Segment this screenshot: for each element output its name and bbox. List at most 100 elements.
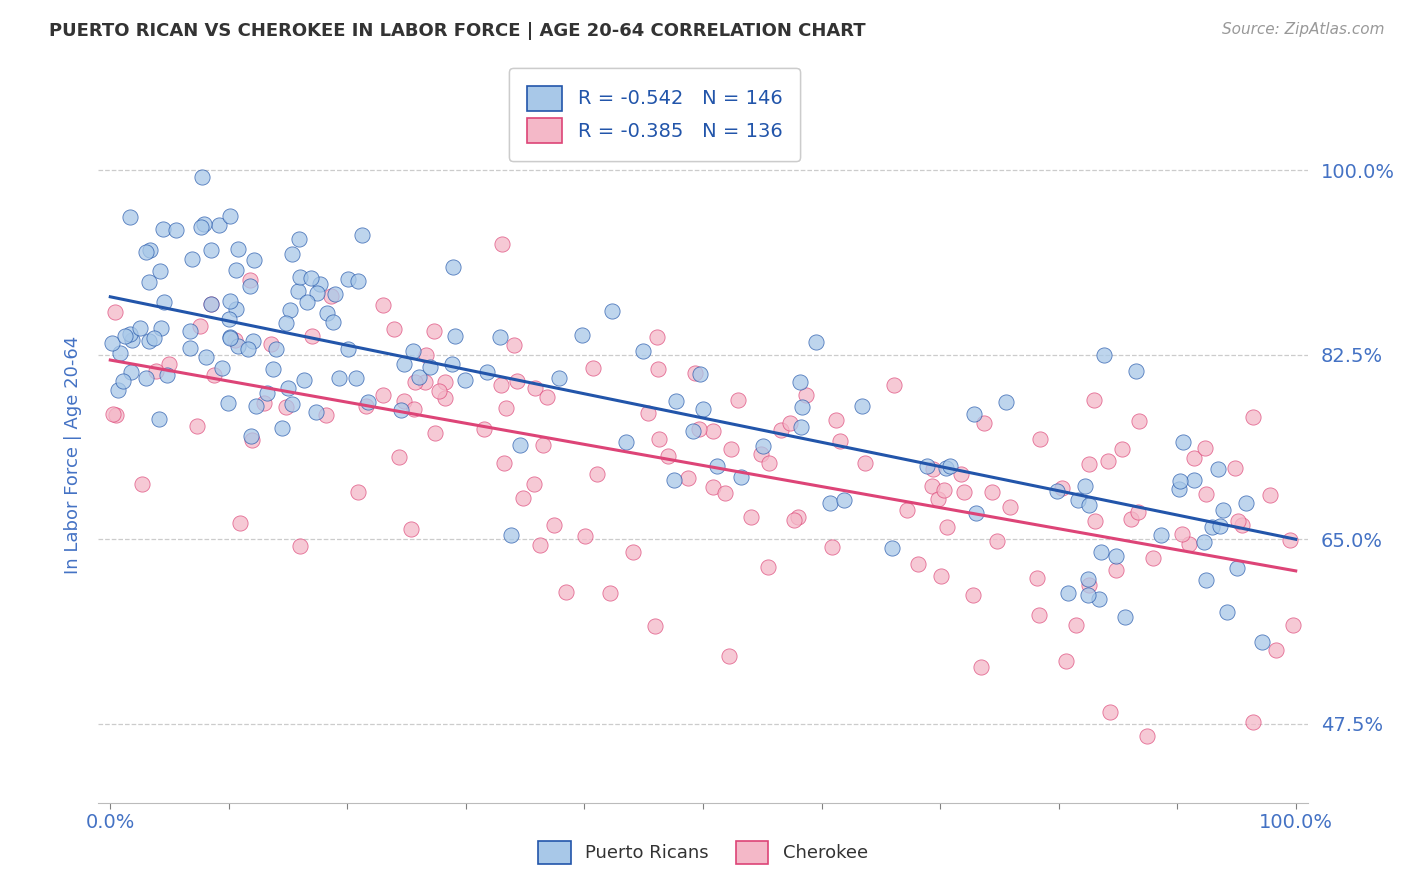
Point [186,419,208,434]
Point [202,368,225,382]
Point [218,293,240,308]
Point [503,338,526,352]
Point [1182,450,1205,465]
Point [880,541,903,555]
Point [295,295,318,310]
Point [706,458,728,473]
Point [531,438,554,452]
Point [1114,610,1136,624]
Point [1050,481,1073,495]
Point [226,242,249,256]
Point [347,484,370,499]
Point [1194,487,1216,501]
Point [389,403,412,417]
Point [1142,550,1164,565]
Point [242,334,264,348]
Point [307,285,329,300]
Point [253,395,276,409]
Point [934,483,956,498]
Point [1212,503,1234,517]
Point [1092,348,1115,362]
Point [1105,549,1128,563]
Point [637,406,659,420]
Point [512,491,534,506]
Point [495,401,517,416]
Point [789,419,811,434]
Point [1282,618,1305,632]
Point [120,365,142,379]
Point [218,330,240,344]
Point [1028,607,1050,622]
Point [1057,585,1080,599]
Point [107,383,129,397]
Point [657,449,679,463]
Point [299,271,322,285]
Point [128,321,150,335]
Point [350,228,373,243]
Point [756,559,779,574]
Point [692,401,714,416]
Point [135,371,157,385]
Point [1090,545,1112,559]
Point [1000,500,1022,515]
Point [688,422,710,436]
Point [995,395,1018,409]
Point [281,397,304,411]
Point [1067,493,1090,508]
Point [1054,655,1077,669]
Point [148,412,170,426]
Point [676,470,699,484]
Point [1194,441,1216,455]
Point [404,376,426,390]
Point [120,211,142,225]
Point [1064,618,1087,632]
Point [717,649,740,664]
Point [290,270,312,285]
Point [1201,520,1223,534]
Point [433,376,456,390]
Point [316,305,339,319]
Point [665,393,688,408]
Point [337,342,360,356]
Point [935,461,957,475]
Point [208,218,231,232]
Point [475,365,498,379]
Point [219,209,242,223]
Point [585,467,607,481]
Point [156,368,179,383]
Point [830,434,852,448]
Point [101,336,124,351]
Point [344,371,367,385]
Point [939,458,962,473]
Point [662,474,685,488]
Point [969,660,991,674]
Point [720,442,742,457]
Point [499,528,522,542]
Point [1099,705,1122,719]
Point [239,279,262,293]
Point [752,439,775,453]
Point [245,399,267,413]
Point [758,456,780,470]
Point [702,480,724,494]
Point [357,394,380,409]
Point [1171,435,1194,450]
Point [423,324,446,338]
Point [287,285,309,299]
Point [599,586,621,600]
Point [239,429,262,443]
Point [217,396,239,410]
Point [1150,528,1173,542]
Point [631,343,654,358]
Point [683,366,706,380]
Point [1077,588,1099,602]
Point [1241,409,1264,424]
Point [647,362,669,376]
Point [1209,519,1232,533]
Point [159,358,181,372]
Point [354,399,377,413]
Point [260,337,283,351]
Point [149,264,172,278]
Point [1029,432,1052,446]
Point [195,350,218,364]
